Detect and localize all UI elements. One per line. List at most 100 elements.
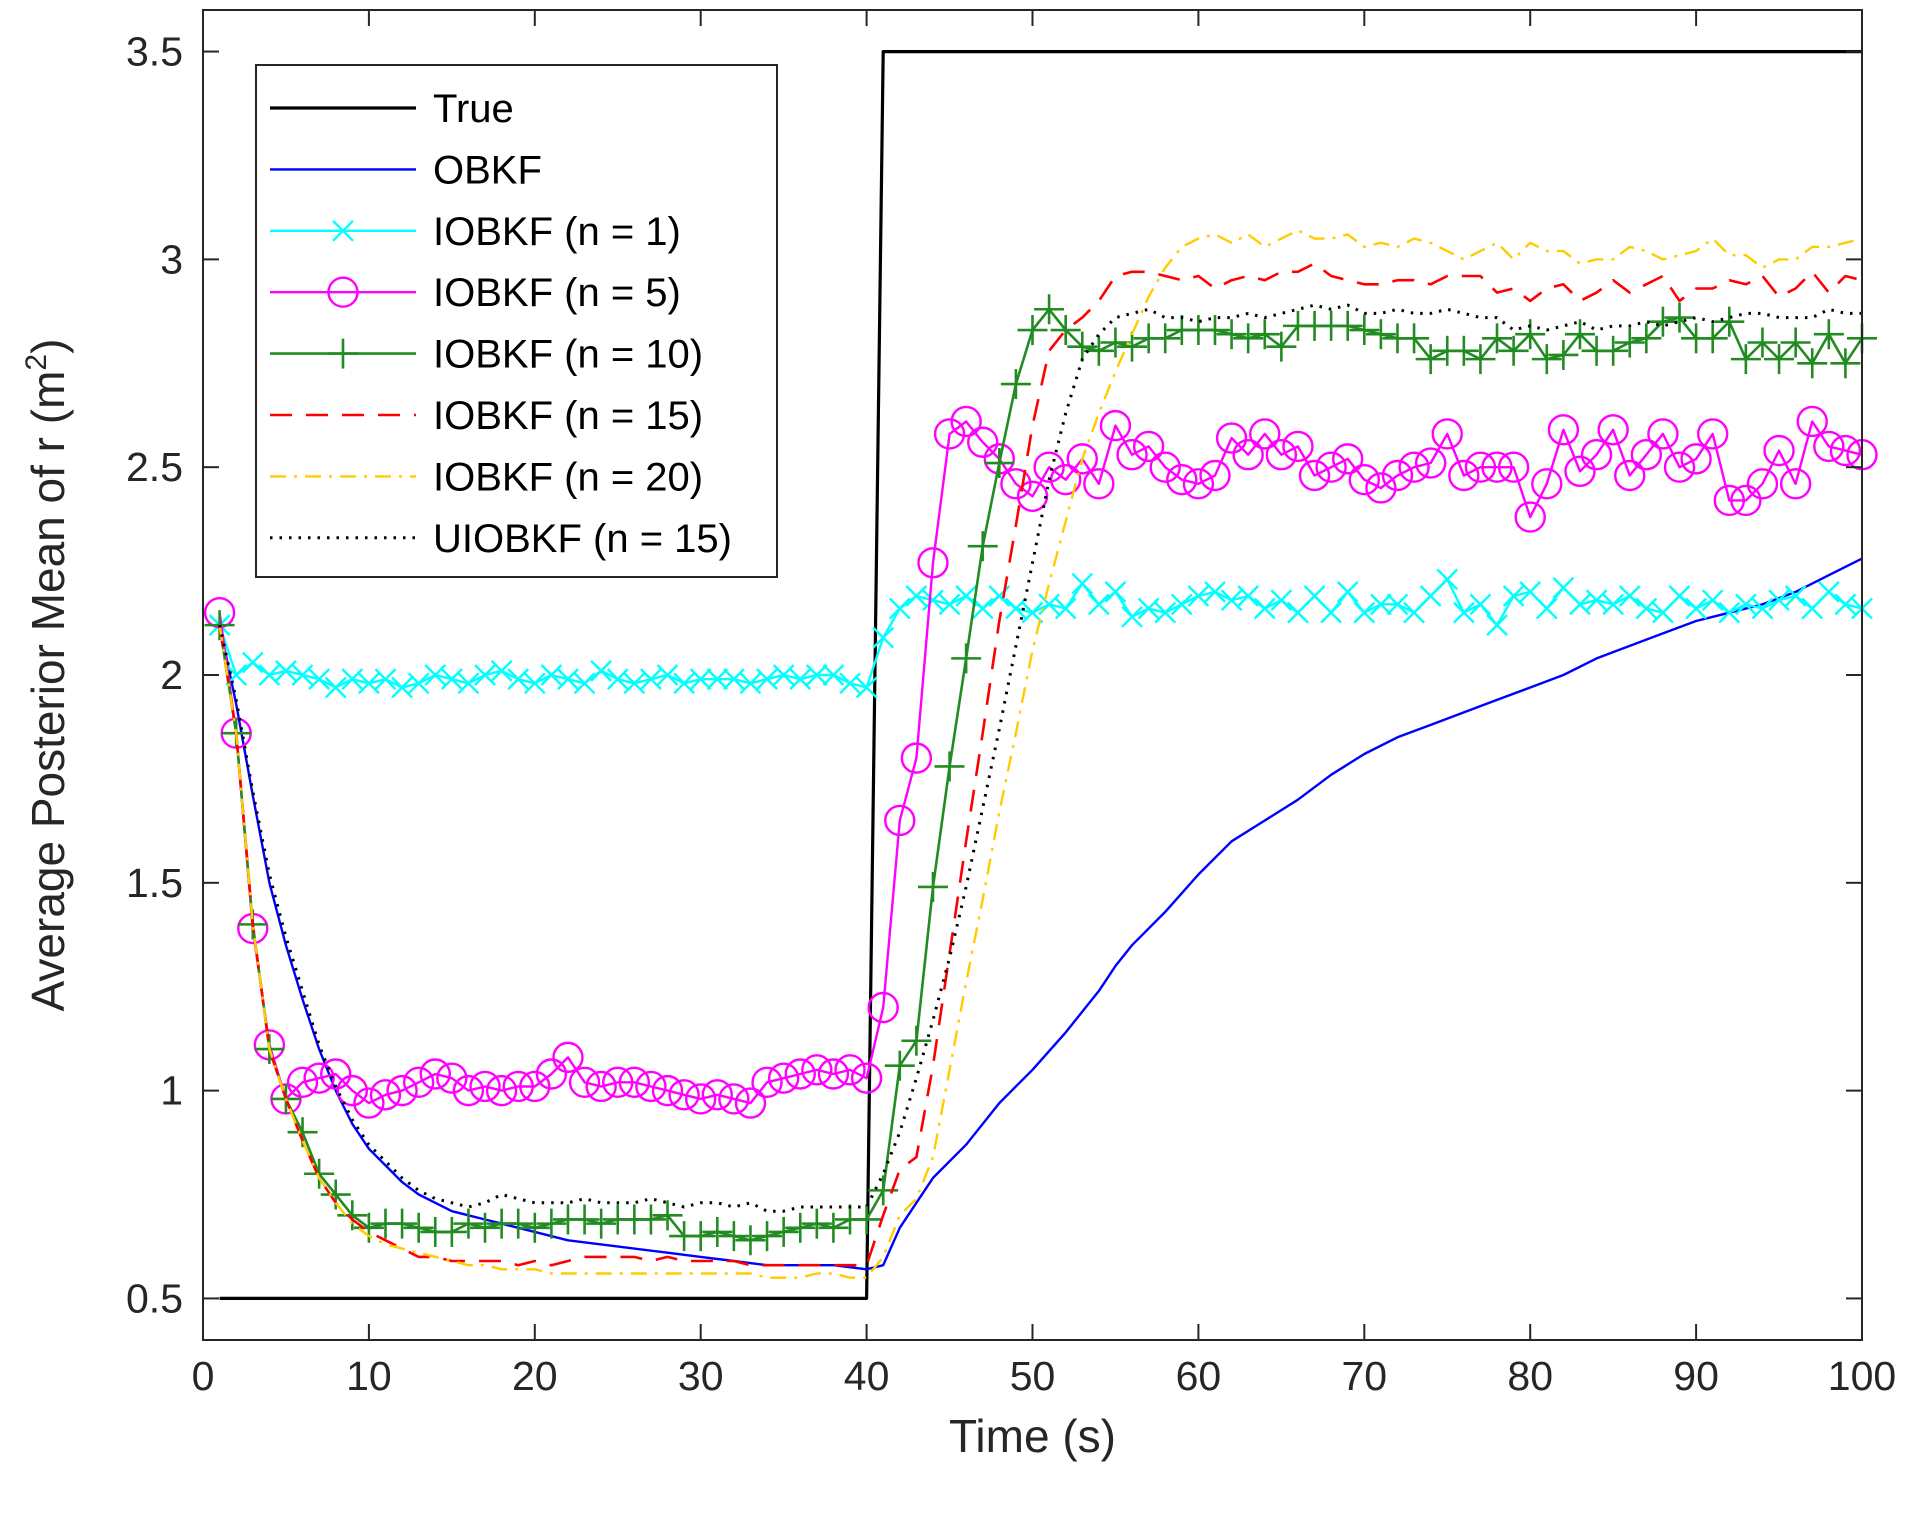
data-point — [324, 676, 347, 699]
data-point — [1348, 463, 1381, 496]
x-axis-label: Time (s) — [949, 1410, 1116, 1462]
data-point — [1370, 593, 1392, 616]
data-point — [386, 1074, 418, 1107]
data-point — [1598, 335, 1629, 366]
data-point — [1614, 459, 1646, 492]
data-point — [536, 1208, 567, 1239]
data-point — [1464, 451, 1497, 483]
x-tick-label: 20 — [512, 1353, 558, 1399]
data-point — [1668, 585, 1691, 607]
data-point — [768, 1216, 799, 1247]
data-point — [1813, 319, 1844, 350]
data-point — [934, 751, 965, 782]
data-point — [503, 1208, 534, 1239]
data-point — [391, 676, 413, 699]
data-point — [1332, 310, 1363, 341]
data-point — [623, 672, 646, 695]
data-point — [1049, 463, 1082, 496]
data-point — [872, 626, 895, 649]
data-point — [706, 668, 729, 691]
series-line — [218, 420, 1863, 1105]
data-point — [1415, 344, 1446, 375]
data-point — [1365, 319, 1396, 350]
legend-box — [255, 64, 778, 578]
data-point — [540, 664, 563, 686]
legend-label: IOBKF (n = 5) — [433, 271, 681, 315]
data-point — [557, 668, 579, 691]
x-tick-label: 100 — [1828, 1353, 1896, 1399]
series-line — [219, 49, 1862, 1301]
series-line — [218, 578, 1863, 689]
data-point — [470, 1212, 501, 1243]
data-point — [640, 668, 662, 691]
series-4 — [204, 294, 1877, 1256]
data-point — [1149, 451, 1181, 483]
data-point — [739, 672, 762, 695]
series-6 — [218, 229, 1863, 1279]
legend-label: IOBKF (n = 1) — [433, 210, 681, 254]
data-point — [568, 1066, 601, 1099]
data-point — [1215, 422, 1248, 454]
data-point — [950, 405, 982, 438]
data-point — [1718, 601, 1741, 624]
data-point — [1336, 581, 1359, 603]
data-point — [258, 664, 281, 686]
data-point — [888, 597, 911, 620]
data-point — [752, 1221, 783, 1252]
data-point — [1797, 348, 1828, 379]
data-point — [1237, 585, 1260, 607]
data-point — [734, 1087, 767, 1119]
data-point — [851, 1204, 882, 1235]
data-point — [1498, 335, 1529, 366]
data-point — [850, 1062, 883, 1094]
data-point — [618, 1066, 651, 1099]
data-point — [1796, 405, 1828, 438]
legend-label: True — [433, 87, 514, 131]
y-axis-label-main: Average Posterior Mean of r (m — [22, 371, 74, 1012]
data-point — [1320, 601, 1342, 624]
data-point — [1630, 439, 1663, 471]
data-point — [523, 672, 546, 695]
data-point — [951, 643, 982, 674]
data-point — [867, 991, 899, 1024]
x-tick-label: 50 — [1010, 1353, 1056, 1399]
series-line — [218, 557, 1863, 1271]
data-point — [1635, 597, 1658, 620]
data-point — [1249, 319, 1280, 350]
data-point — [818, 1212, 849, 1243]
series-3 — [203, 405, 1878, 1119]
data-point — [1017, 315, 1048, 346]
data-point — [668, 1079, 700, 1111]
data-point — [756, 668, 778, 691]
data-point — [585, 1070, 617, 1103]
data-point — [1448, 335, 1479, 366]
data-point — [374, 668, 397, 691]
data-point — [419, 1058, 451, 1090]
data-point — [1713, 484, 1745, 517]
data-point — [1265, 439, 1298, 471]
data-point — [884, 804, 916, 837]
data-point — [519, 1070, 551, 1103]
data-point — [1647, 418, 1679, 450]
data-point — [336, 1074, 369, 1107]
data-point — [275, 659, 297, 682]
data-point — [651, 1074, 684, 1107]
legend-label: IOBKF (n = 10) — [433, 333, 703, 377]
series-line — [218, 307, 1864, 1242]
x-tick-label: 10 — [346, 1353, 392, 1399]
data-point — [652, 1200, 683, 1231]
data-point — [1005, 597, 1027, 620]
data-point — [1117, 331, 1148, 362]
data-point — [656, 664, 679, 686]
data-point — [718, 1083, 750, 1115]
data-point — [1647, 306, 1678, 337]
data-point — [723, 668, 745, 691]
series-layer — [203, 49, 1878, 1301]
y-axis-label: Average Posterior Mean of r (m2) — [20, 339, 74, 1012]
data-point — [402, 1066, 435, 1099]
data-point — [1779, 468, 1812, 500]
data-point — [1270, 589, 1293, 612]
data-point — [884, 1050, 915, 1081]
data-point — [685, 1083, 717, 1115]
data-point — [286, 1066, 319, 1099]
